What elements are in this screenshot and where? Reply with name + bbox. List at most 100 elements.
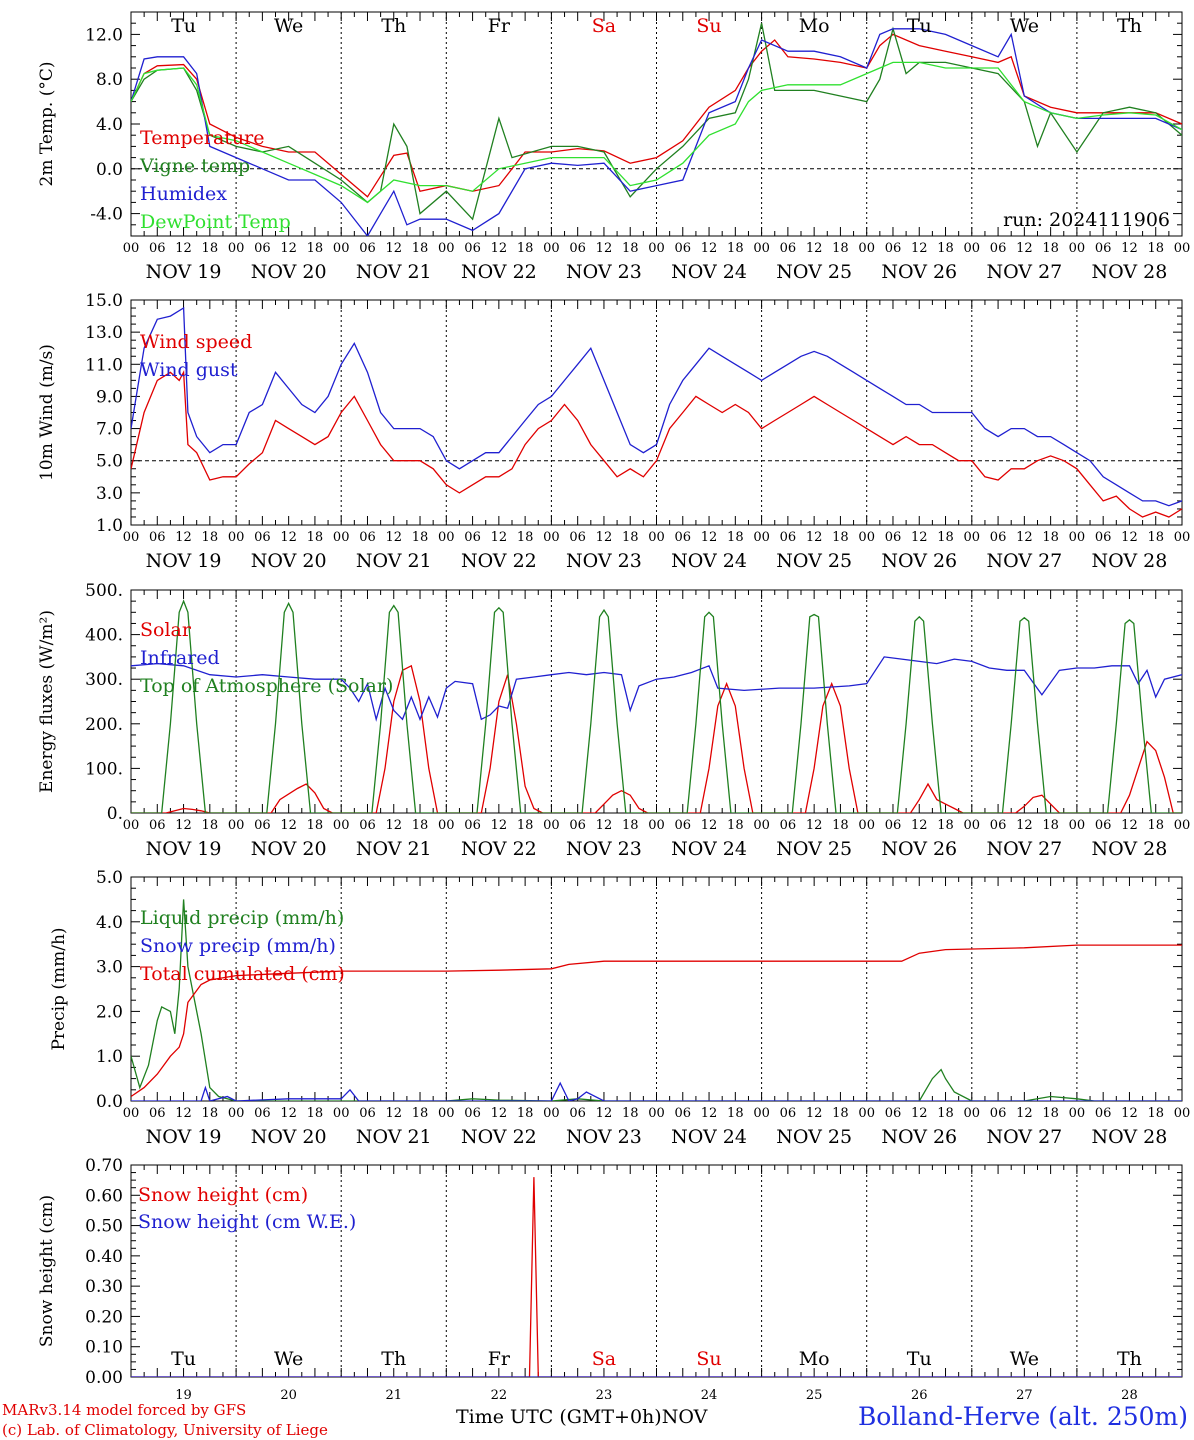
x-hour-label: 06 (675, 818, 692, 833)
x-hour-label: 06 (675, 241, 692, 256)
y-tick-label: 0.30 (85, 1277, 123, 1297)
legend-entry: Snow precip (mm/h) (140, 935, 336, 957)
x-hour-label: 12 (175, 241, 192, 256)
x-hour-label: 06 (885, 241, 902, 256)
x-hour-label: 06 (990, 1106, 1007, 1121)
y-tick-label: 0.40 (85, 1247, 123, 1267)
legend-entry: Infrared (140, 647, 220, 669)
y-tick-label: 1.0 (96, 516, 123, 536)
weekday-label: Sa (592, 1348, 616, 1370)
series-line-infrared (131, 656, 1182, 722)
x-hour-label: 06 (359, 818, 376, 833)
x-hour-label: 06 (675, 530, 692, 545)
x-hour-label: 18 (1147, 241, 1164, 256)
series-line-dewpoint-temp (131, 61, 1182, 204)
weekday-label: Th (1117, 1348, 1142, 1370)
x-hour-label: 00 (333, 1106, 350, 1121)
x-date-label: NOV 22 (461, 838, 537, 860)
x-hour-label: 00 (964, 818, 981, 833)
x-hour-label: 18 (727, 1106, 744, 1121)
x-date-label: NOV 20 (251, 1126, 327, 1148)
x-hour-label: 00 (1069, 241, 1086, 256)
legend-entry: Snow height (cm W.E.) (138, 1211, 356, 1233)
x-hour-label: 12 (385, 818, 402, 833)
y-tick-label: 11.0 (85, 355, 123, 375)
x-hour-label: 06 (464, 818, 481, 833)
x-hour-label: 06 (1095, 241, 1112, 256)
y-tick-label: 0.10 (85, 1338, 123, 1358)
chart-panel-5: 0.00 0.10 0.20 0.30 0.40 0.50 0.60 0.70 Snow hei… (37, 1156, 1183, 1403)
y-tick-label: 12.0 (85, 25, 123, 45)
x-hour-label: 12 (491, 241, 508, 256)
x-hour-label: 18 (517, 818, 534, 833)
x-date-label: NOV 20 (251, 261, 327, 283)
x-hour-label: 12 (280, 241, 297, 256)
x-hour-label: 06 (780, 818, 797, 833)
x-hour-label: 18 (832, 530, 849, 545)
y-tick-label: 9.0 (96, 387, 123, 407)
x-hour-label: 18 (517, 530, 534, 545)
y-tick-label: 0.60 (85, 1186, 123, 1206)
x-hour-label: 06 (149, 530, 166, 545)
series-line-snow-height-cm- (131, 1177, 1182, 1377)
x-hour-label: 06 (359, 1106, 376, 1121)
day-number-label: 19 (175, 1388, 192, 1403)
series-line-vigne-temp (131, 23, 1182, 221)
x-date-label: NOV 25 (776, 838, 852, 860)
series-line-total-cumulated-cm- (131, 944, 1182, 1098)
y-tick-label: 0.00 (85, 1368, 123, 1388)
legend-entry: Temperature (140, 127, 264, 149)
legend-entry: Wind speed (140, 331, 252, 353)
day-number-label: 28 (1121, 1388, 1138, 1403)
x-date-label: NOV 21 (356, 261, 432, 283)
weekday-label: Fr (488, 1348, 511, 1370)
x-hour-label: 12 (806, 818, 823, 833)
x-hour-label: 06 (780, 530, 797, 545)
x-hour-label: 00 (1069, 530, 1086, 545)
x-hour-label: 06 (1095, 1106, 1112, 1121)
y-axis-label: Precip (mm/h) (49, 927, 69, 1050)
x-hour-label: 18 (1042, 241, 1059, 256)
y-tick-label: 0.70 (85, 1156, 123, 1176)
chart-panel-4: 0.0 1.0 2.0 3.0 4.0 5.0 Precip (mm/h) Liquid pr… (49, 868, 1190, 1148)
y-tick-label: 13.0 (85, 323, 123, 343)
weekday-label: Th (381, 1348, 406, 1370)
x-hour-label: 06 (569, 241, 586, 256)
x-hour-label: 00 (438, 241, 455, 256)
series-line-liquid-precip-mm-h- (131, 899, 1182, 1101)
time-axis-month: NOV (661, 1406, 708, 1428)
x-hour-label: 18 (937, 1106, 954, 1121)
x-hour-label: 12 (1016, 818, 1033, 833)
time-axis-title: Time UTC (GMT+0h)NOV (456, 1406, 707, 1428)
chart-panel-3: 0. 100. 200. 300. 400. 500. Energy fluxes (W/m… (37, 581, 1190, 860)
weekday-label: Su (696, 1348, 721, 1370)
x-hour-label: 18 (412, 530, 429, 545)
x-date-label: NOV 25 (776, 261, 852, 283)
x-hour-label: 06 (885, 1106, 902, 1121)
x-hour-label: 06 (675, 1106, 692, 1121)
x-hour-label: 18 (412, 818, 429, 833)
x-hour-label: 18 (307, 1106, 324, 1121)
y-tick-label: 400. (85, 626, 123, 646)
x-hour-label: 18 (727, 530, 744, 545)
x-hour-label: 18 (937, 818, 954, 833)
x-hour-label: 18 (307, 818, 324, 833)
legend-entry: Snow height (cm) (138, 1184, 308, 1206)
x-hour-label: 12 (175, 1106, 192, 1121)
y-tick-label: 1.0 (96, 1047, 123, 1067)
weekday-label: We (1010, 15, 1039, 37)
day-number-label: 27 (1016, 1388, 1033, 1403)
x-hour-label: 00 (438, 1106, 455, 1121)
x-date-label: NOV 28 (1092, 261, 1168, 283)
x-hour-label: 12 (175, 530, 192, 545)
y-tick-label: 0. (107, 804, 123, 824)
weekday-label: Fr (488, 15, 511, 37)
x-hour-label: 12 (1016, 241, 1033, 256)
y-tick-label: 2.0 (96, 1002, 123, 1022)
x-hour-label: 06 (990, 530, 1007, 545)
x-hour-label: 06 (1095, 530, 1112, 545)
x-hour-label: 12 (701, 1106, 718, 1121)
x-hour-label: 18 (307, 530, 324, 545)
chart-panel-1: -4.0 0.0 4.0 8.0 12.0 2m Temp. (°C) Temperatur… (37, 11, 1190, 283)
y-axis-label: 2m Temp. (°C) (37, 61, 57, 186)
